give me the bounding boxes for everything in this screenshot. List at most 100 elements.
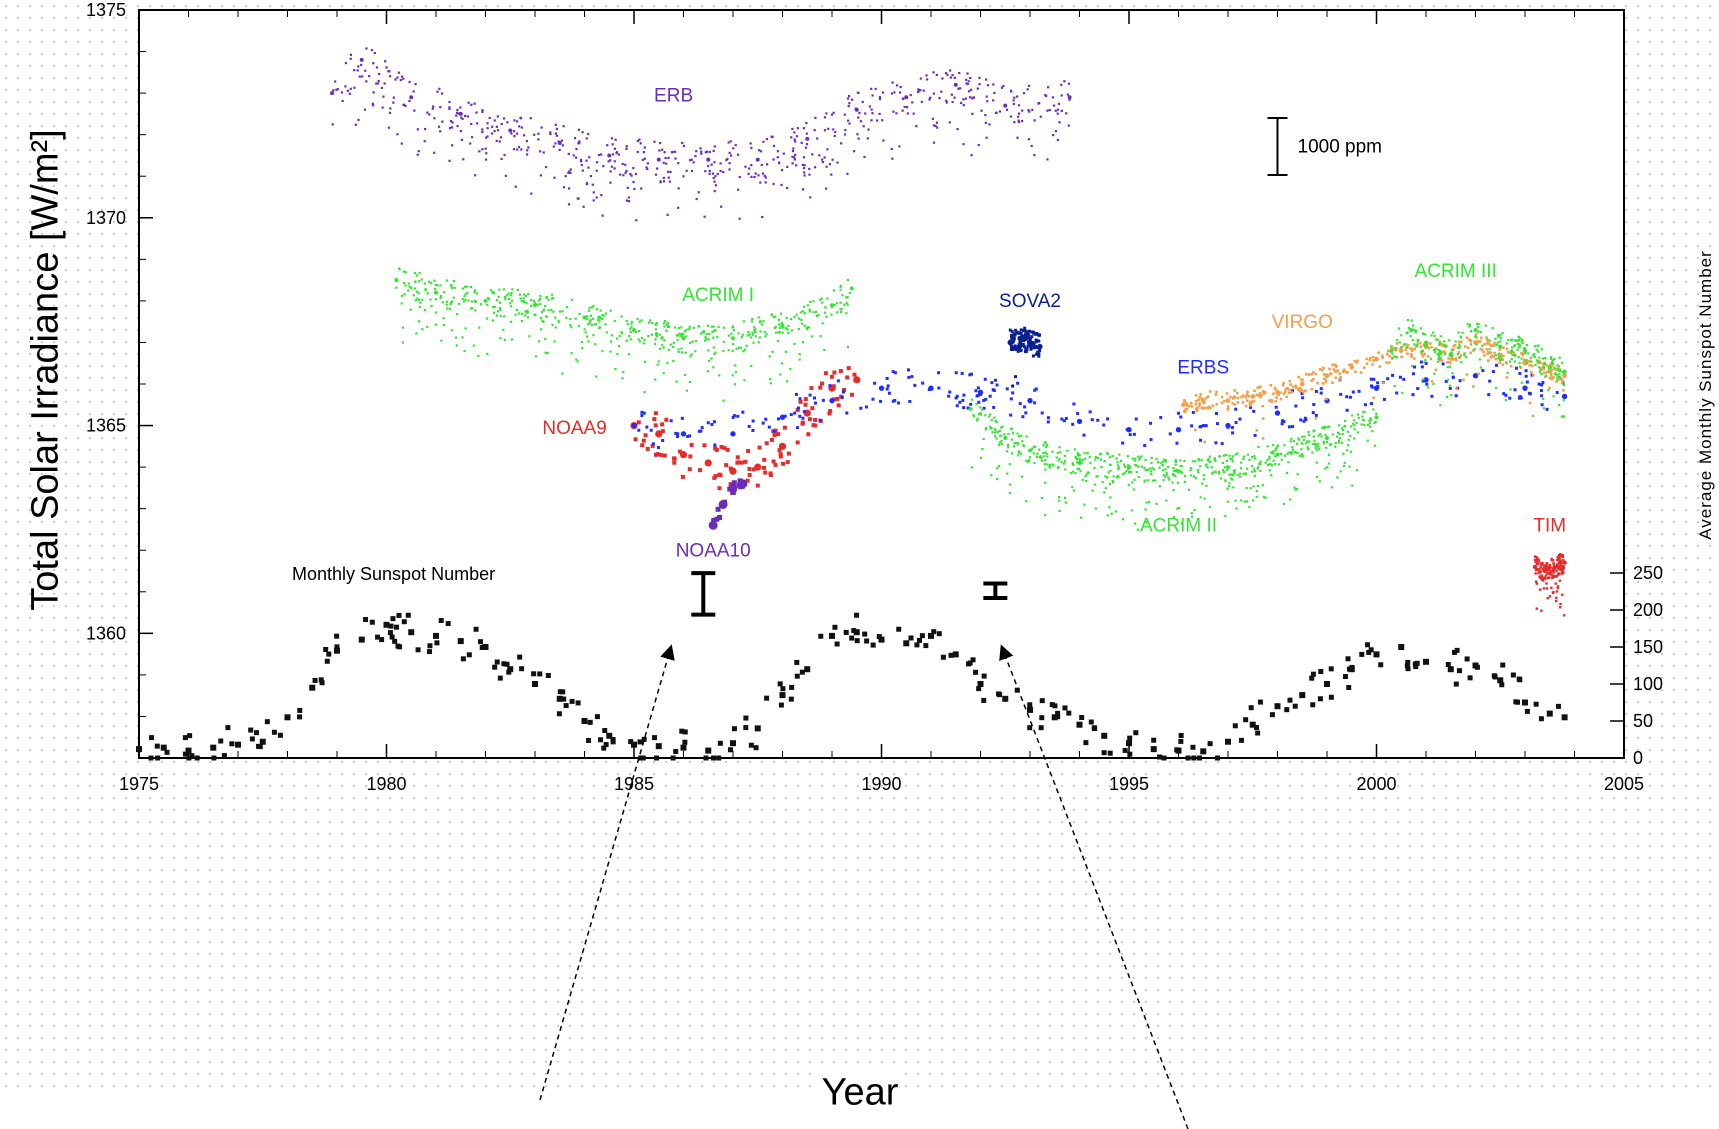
texture-dot — [1056, 108, 1060, 111]
texture-dot — [797, 327, 800, 331]
texture-dot — [547, 298, 550, 301]
texture-dot — [407, 282, 410, 285]
texture-dot — [1126, 467, 1130, 471]
texture-dot — [707, 349, 710, 352]
texture-dot — [759, 319, 762, 323]
texture-dot — [1319, 432, 1322, 436]
texture-dot — [1024, 411, 1028, 415]
texture-dot — [757, 445, 762, 450]
texture-dot — [728, 168, 731, 171]
texture-dot — [1540, 373, 1543, 376]
texture-dot — [423, 140, 426, 143]
texture-dot — [1019, 339, 1023, 343]
texture-dot — [1506, 350, 1510, 354]
texture-dot — [446, 307, 449, 310]
texture-dot — [1071, 486, 1074, 489]
texture-dot — [486, 122, 489, 125]
texture-dot — [1046, 109, 1049, 112]
texture-dot — [1327, 425, 1331, 428]
texture-dot — [1545, 562, 1548, 565]
texture-dot — [731, 325, 735, 328]
sunspot-dot — [1122, 747, 1128, 753]
texture-dot — [1489, 356, 1493, 359]
texture-dot — [1423, 343, 1426, 346]
texture-dot — [978, 83, 981, 86]
texture-dot — [1545, 374, 1548, 378]
sunspot-dot — [1257, 699, 1263, 705]
texture-dot — [849, 392, 854, 397]
texture-dot — [813, 129, 816, 132]
texture-dot — [970, 154, 973, 157]
texture-dot — [1302, 438, 1305, 442]
texture-dot — [954, 396, 958, 400]
x-axis-title: Year — [815, 1071, 905, 1115]
texture-dot — [667, 348, 671, 351]
texture-dot — [871, 112, 874, 115]
texture-dot — [1501, 363, 1505, 367]
texture-dot — [1211, 471, 1214, 474]
texture-dot — [951, 74, 954, 77]
texture-dot — [1032, 452, 1035, 455]
texture-dot — [449, 119, 453, 123]
texture-dot — [1071, 470, 1075, 473]
texture-dot — [1423, 352, 1427, 356]
texture-dot — [1261, 484, 1265, 487]
texture-dot — [823, 371, 828, 376]
texture-dot — [697, 429, 701, 433]
texture-dot — [1498, 355, 1501, 358]
texture-dot — [1315, 475, 1318, 479]
texture-dot — [484, 158, 488, 161]
sunspot-dot — [598, 737, 604, 743]
texture-dot — [1187, 404, 1191, 408]
texture-dot — [1545, 364, 1549, 367]
texture-dot — [633, 187, 636, 191]
texture-dot — [1112, 481, 1115, 484]
texture-dot — [1197, 398, 1200, 402]
texture-dot — [1465, 355, 1468, 359]
texture-dot — [1037, 354, 1041, 358]
texture-dot — [832, 289, 836, 292]
texture-dot — [596, 161, 599, 164]
texture-dot — [858, 111, 861, 115]
uncertainty-bar-early — [691, 571, 716, 617]
texture-dot — [1081, 459, 1084, 462]
texture-dot — [1557, 404, 1561, 407]
texture-dot — [898, 145, 901, 148]
texture-dot — [401, 326, 405, 329]
texture-dot — [1166, 465, 1170, 468]
texture-dot — [1023, 332, 1027, 336]
texture-dot — [1430, 345, 1433, 349]
texture-dot — [751, 428, 755, 432]
texture-dot — [570, 326, 573, 329]
texture-dot — [1520, 381, 1524, 384]
texture-dot — [762, 465, 767, 470]
texture-dot — [1419, 345, 1423, 349]
texture-dot — [1060, 94, 1063, 97]
sunspot-dot — [557, 689, 563, 695]
texture-dot — [539, 174, 543, 177]
texture-dot — [530, 192, 533, 195]
texture-dot — [1021, 109, 1024, 112]
texture-dot — [1129, 470, 1133, 474]
texture-dot — [636, 420, 641, 425]
sunspot-dot — [654, 755, 660, 761]
texture-dot — [751, 317, 754, 321]
texture-dot — [642, 151, 645, 154]
texture-dot — [1347, 438, 1350, 441]
texture-dot — [1534, 363, 1537, 367]
texture-dot — [1021, 440, 1024, 443]
texture-dot — [456, 108, 459, 112]
texture-dot — [1067, 82, 1071, 85]
texture-dot — [1331, 363, 1334, 367]
texture-dot — [968, 373, 972, 377]
texture-dot — [793, 156, 796, 159]
texture-dot — [1312, 371, 1315, 374]
texture-dot — [414, 280, 417, 283]
texture-dot — [717, 514, 723, 520]
texture-dot — [971, 112, 974, 115]
texture-dot — [1339, 375, 1343, 379]
sunspot-dot — [832, 624, 838, 630]
texture-dot — [1033, 461, 1036, 465]
texture-dot — [1088, 456, 1091, 459]
texture-dot — [1208, 390, 1212, 393]
